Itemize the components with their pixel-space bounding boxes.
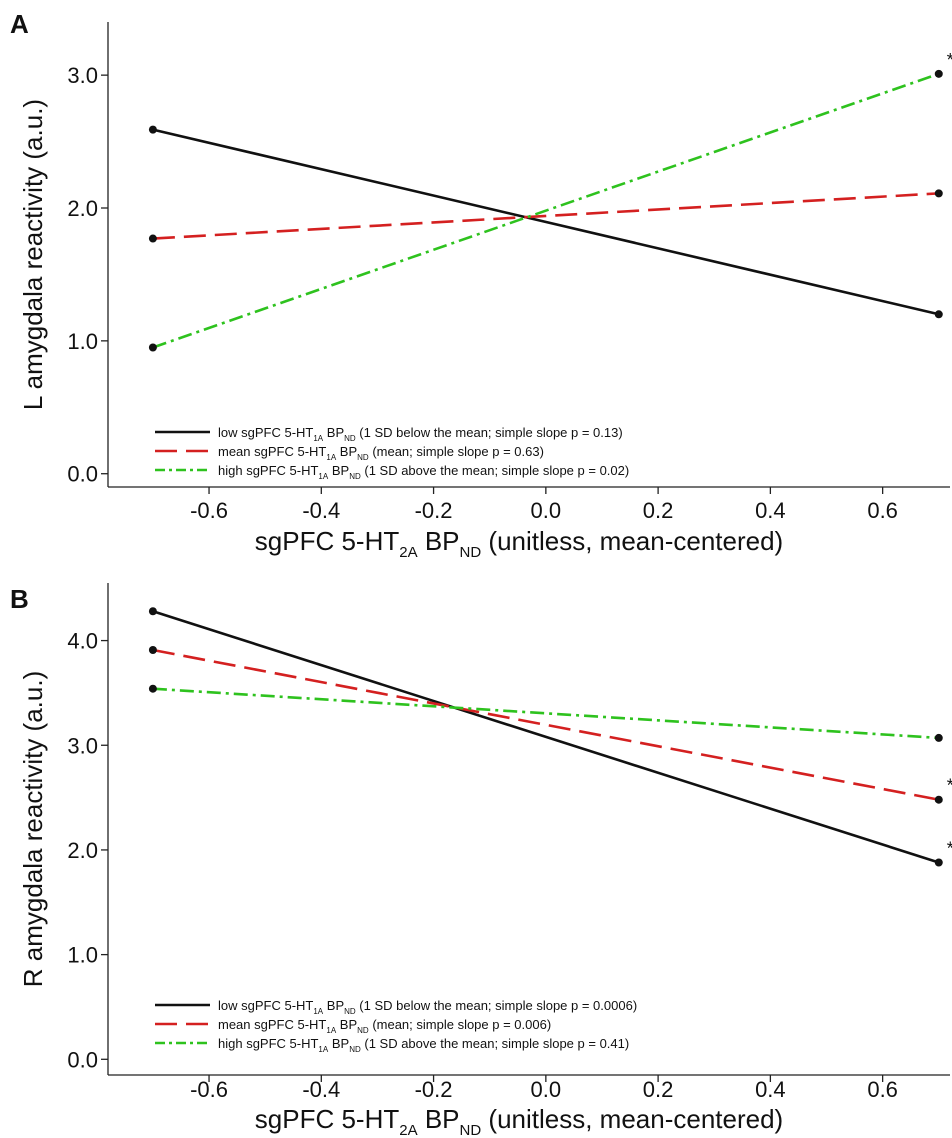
x-tick-label: -0.6 [190,498,228,523]
y-tick-label: 2.0 [67,838,98,863]
data-point [934,795,943,804]
y-tick-label: 1.0 [67,329,98,354]
x-tick-label: -0.2 [415,1077,453,1102]
panel-letter: B [10,584,29,614]
legend-label: mean sgPFC 5-HT1A BPND (mean; simple slo… [218,1017,551,1035]
data-point [934,69,943,78]
x-axis-title: sgPFC 5-HT2A BPND (unitless, mean-center… [255,1104,783,1138]
y-axis-title: R amygdala reactivity (a.u.) [18,671,48,987]
panel-a: A 0.0 1.0 2.0 3.0 -0.6 -0.4 -0.2 0.0 0.2 0.4 0.6 L a… [10,9,952,561]
x-tick-label: 0.0 [531,1077,562,1102]
legend-label: low sgPFC 5-HT1A BPND (1 SD below the me… [218,998,637,1016]
panel-letter: A [10,9,29,39]
series-line-1 [152,648,940,801]
significance-star: * [947,838,952,858]
series-line-0 [152,610,940,864]
x-tick-label: -0.6 [190,1077,228,1102]
x-tick-label: -0.4 [302,1077,340,1102]
x-tick-label: -0.4 [302,498,340,523]
x-tick-label: 0.4 [755,498,786,523]
y-tick-label: 3.0 [67,733,98,758]
y-tick-label: 0.0 [67,1047,98,1072]
data-point [148,684,157,693]
significance-star: * [947,50,952,70]
x-tick-label: 0.4 [755,1077,786,1102]
legend: low sgPFC 5-HT1A BPND (1 SD below the me… [155,998,637,1054]
data-point [148,645,157,654]
x-axis-title: sgPFC 5-HT2A BPND (unitless, mean-center… [255,526,783,561]
x-tick-label: 0.2 [643,498,674,523]
data-point [934,733,943,742]
data-point [934,858,943,867]
legend-label: mean sgPFC 5-HT1A BPND (mean; simple slo… [218,444,544,462]
data-point [148,234,157,243]
x-tick-label: 0.0 [531,498,562,523]
y-tick-label: 0.0 [67,462,98,487]
x-tick-label: 0.6 [867,498,898,523]
data-point [148,343,157,352]
data-point [934,310,943,319]
significance-star: * [947,776,952,796]
y-tick-label: 1.0 [67,943,98,968]
y-tick-label: 2.0 [67,196,98,221]
data-point [148,607,157,616]
legend-label: low sgPFC 5-HT1A BPND (1 SD below the me… [218,425,623,443]
y-tick-label: 4.0 [67,629,98,654]
data-point [148,125,157,134]
series-line-2 [152,72,940,349]
x-tick-label: -0.2 [415,498,453,523]
legend-label: high sgPFC 5-HT1A BPND (1 SD above the m… [218,1036,629,1054]
y-axis-title: L amygdala reactivity (a.u.) [18,99,48,410]
x-tick-label: 0.2 [643,1077,674,1102]
legend: low sgPFC 5-HT1A BPND (1 SD below the me… [155,425,629,481]
panel-b: B 0.0 1.0 2.0 3.0 4.0 -0.6 -0.4 -0.2 0.0 0.2 0.4 0.6… [10,583,952,1138]
series-line-1 [152,192,939,240]
x-tick-label: 0.6 [867,1077,898,1102]
series-line-0 [152,128,940,316]
series-line-2 [152,687,939,740]
data-point [934,189,943,198]
y-tick-label: 3.0 [67,63,98,88]
legend-label: high sgPFC 5-HT1A BPND (1 SD above the m… [218,463,629,481]
